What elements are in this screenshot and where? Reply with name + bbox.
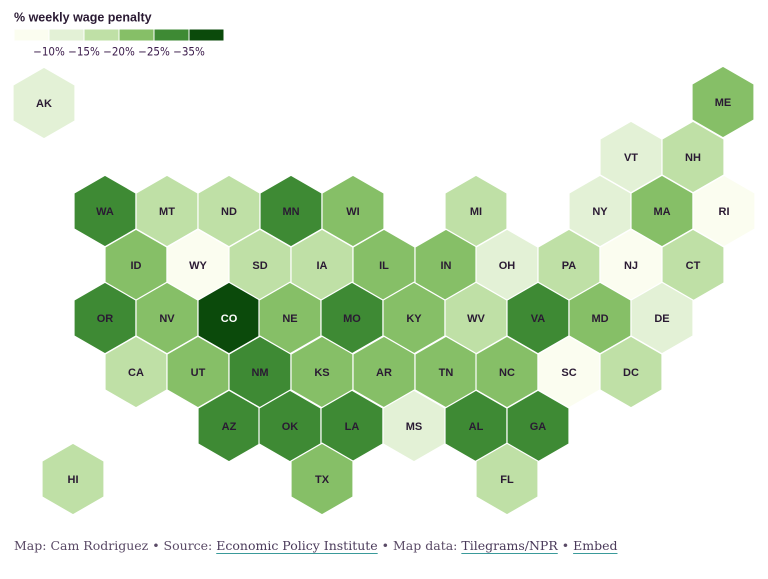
footer-text: • — [557, 538, 574, 553]
state-label: NY — [592, 206, 608, 218]
state-tile: HI — [41, 442, 105, 516]
legend-label: −35% — [173, 45, 205, 59]
state-tile: DC — [599, 335, 663, 409]
state-tile: SD — [228, 228, 292, 302]
state-label: AR — [376, 367, 392, 379]
footer: Map: Cam Rodriguez • Source: Economic Po… — [14, 538, 617, 553]
state-label: MA — [653, 206, 670, 218]
state-label: OR — [97, 313, 114, 325]
state-tile: SC — [537, 335, 601, 409]
state-label: CA — [128, 367, 144, 379]
state-label: UT — [191, 367, 206, 379]
state-label: PA — [562, 260, 577, 272]
legend-swatch — [118, 28, 155, 42]
state-hex — [599, 335, 663, 409]
state-label: AZ — [222, 421, 237, 433]
state-tile: AK — [12, 66, 76, 140]
state-label: MS — [406, 421, 423, 433]
state-label: IA — [317, 260, 328, 272]
state-hex — [475, 442, 539, 516]
state-label: NC — [499, 367, 515, 379]
legend-label: −10% — [33, 45, 65, 59]
state-hex — [290, 442, 354, 516]
state-label: WY — [189, 260, 207, 272]
state-tile: AL — [444, 389, 508, 463]
legend-swatch — [153, 28, 190, 42]
state-label: CO — [221, 313, 238, 325]
state-label: LA — [345, 421, 360, 433]
state-label: MT — [159, 206, 175, 218]
state-label: NE — [282, 313, 297, 325]
state-label: NJ — [624, 260, 638, 272]
state-label: HI — [68, 474, 79, 486]
footer-text: • Map data: — [377, 538, 462, 553]
state-label: VA — [531, 313, 546, 325]
state-label: KS — [314, 367, 329, 379]
state-tile: ME — [691, 65, 755, 139]
state-tile: MS — [382, 389, 446, 463]
legend-title: % weekly wage penalty — [14, 10, 152, 24]
state-tile: NY — [568, 174, 632, 248]
legend-label: −20% — [103, 45, 135, 59]
state-hex — [12, 66, 76, 140]
state-label: MD — [591, 313, 608, 325]
state-tile: TX — [290, 442, 354, 516]
state-label: RI — [719, 206, 730, 218]
state-hex — [691, 65, 755, 139]
state-label: AL — [469, 421, 484, 433]
state-label: AK — [36, 98, 52, 110]
state-label: KY — [406, 313, 422, 325]
legend-label: −15% — [68, 45, 100, 59]
state-tile: PA — [537, 228, 601, 302]
state-label: FL — [500, 474, 514, 486]
legend-swatch — [188, 28, 225, 42]
state-label: SC — [561, 367, 576, 379]
state-label: MO — [343, 313, 361, 325]
state-tile: FL — [475, 442, 539, 516]
state-label: OH — [499, 260, 516, 272]
state-tile: MD — [568, 281, 632, 355]
state-label: CT — [686, 260, 701, 272]
state-label: GA — [530, 421, 547, 433]
state-label: TX — [315, 474, 330, 486]
state-label: DE — [654, 313, 669, 325]
state-hex — [41, 442, 105, 516]
legend-swatch — [83, 28, 120, 42]
state-tile: WI — [321, 174, 385, 248]
state-tile: OH — [475, 228, 539, 302]
state-label: MN — [282, 206, 299, 218]
state-label: DC — [623, 367, 639, 379]
state-label: IN — [441, 260, 452, 272]
legend-swatch — [13, 28, 50, 42]
state-label: IL — [379, 260, 389, 272]
footer-link[interactable]: Embed — [573, 538, 618, 553]
state-label: NM — [251, 367, 268, 379]
legend-swatch — [48, 28, 85, 42]
state-label: SD — [252, 260, 267, 272]
footer-text: Map: Cam Rodriguez • Source: — [14, 538, 217, 553]
footer-link[interactable]: Economic Policy Institute — [216, 538, 378, 553]
state-label: NH — [685, 152, 701, 164]
footer-link[interactable]: Tilegrams/NPR — [461, 538, 558, 553]
state-tile: CA — [104, 335, 168, 409]
state-label: ME — [715, 97, 732, 109]
state-label: MI — [470, 206, 482, 218]
state-label: NV — [159, 313, 175, 325]
legend-label: −25% — [138, 45, 170, 59]
state-tile: CT — [661, 228, 725, 302]
state-label: WI — [346, 206, 359, 218]
state-label: WV — [467, 313, 485, 325]
state-label: OK — [282, 421, 299, 433]
state-label: TN — [439, 367, 454, 379]
state-label: ND — [221, 206, 237, 218]
state-label: WA — [96, 206, 114, 218]
state-tile: WY — [166, 228, 230, 302]
state-label: ID — [131, 260, 142, 272]
state-label: VT — [624, 152, 638, 164]
